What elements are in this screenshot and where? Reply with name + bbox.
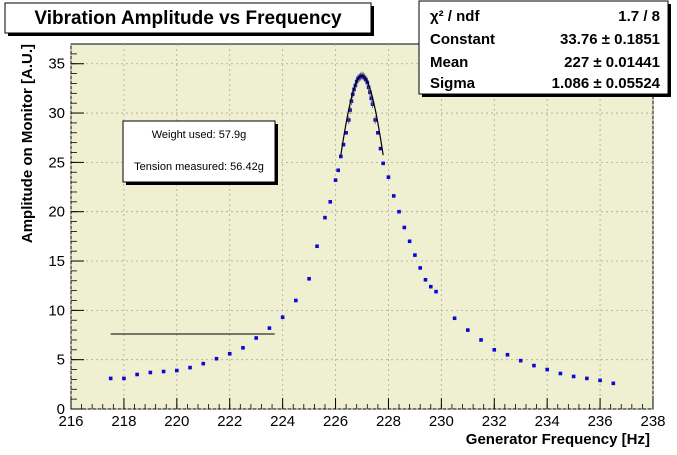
y-tick-label: 25 bbox=[48, 154, 65, 171]
stats-label-sigma: Sigma bbox=[430, 75, 476, 92]
data-point bbox=[108, 376, 113, 381]
stats-box: χ² / ndf 1.7 / 8 Constant 33.76 ± 0.1851… bbox=[418, 0, 671, 97]
data-point bbox=[344, 130, 348, 135]
x-tick-label: 238 bbox=[640, 413, 665, 430]
data-point bbox=[376, 130, 380, 135]
x-tick-label: 226 bbox=[323, 413, 348, 430]
data-point bbox=[505, 352, 510, 357]
x-tick-label: 228 bbox=[376, 413, 401, 430]
data-point bbox=[611, 381, 616, 386]
x-tick-label: 220 bbox=[164, 413, 189, 430]
annotation-tension: Tension measured: 56.42g bbox=[134, 161, 264, 173]
data-point bbox=[423, 277, 428, 282]
data-point bbox=[479, 338, 483, 342]
data-point bbox=[161, 369, 166, 374]
data-point bbox=[227, 351, 232, 356]
data-point bbox=[148, 370, 153, 375]
x-axis-label: Generator Frequency [Hz] bbox=[466, 431, 650, 448]
gaussian-fit-line bbox=[340, 75, 384, 156]
y-tick-label: 35 bbox=[48, 56, 65, 73]
stats-value-constant: 33.76 ± 0.1851 bbox=[560, 31, 660, 48]
data-point bbox=[397, 209, 401, 214]
data-point bbox=[122, 376, 126, 381]
stats-value-mean: 227 ± 0.01441 bbox=[564, 54, 660, 71]
y-tick-label: 20 bbox=[48, 204, 65, 221]
stats-value-chi2: 1.7 / 8 bbox=[618, 8, 660, 25]
data-point bbox=[391, 194, 396, 198]
x-tick-label: 222 bbox=[217, 413, 242, 430]
data-point bbox=[545, 367, 549, 372]
data-point bbox=[428, 284, 433, 289]
data-point bbox=[323, 215, 327, 220]
data-point bbox=[341, 142, 346, 147]
data-point bbox=[558, 371, 563, 376]
data-point bbox=[280, 315, 285, 320]
x-tick-label: 234 bbox=[535, 413, 560, 430]
data-point bbox=[294, 298, 298, 303]
data-point bbox=[241, 346, 245, 350]
data-point bbox=[315, 244, 319, 249]
data-point bbox=[413, 253, 417, 257]
data-point bbox=[466, 328, 470, 332]
axes: 216 218 220 222 224 226 228 230 232 234 236 238 0 5 10… bbox=[48, 43, 666, 430]
data-point bbox=[492, 348, 497, 352]
data-point bbox=[518, 358, 523, 363]
x-tick-label: 236 bbox=[588, 413, 613, 430]
data-point bbox=[135, 372, 139, 377]
data-point bbox=[585, 376, 589, 381]
stats-label-chi2: χ² / ndf bbox=[430, 8, 480, 25]
stats-value-sigma: 1.086 ± 0.05524 bbox=[552, 75, 661, 92]
data-point bbox=[254, 336, 258, 340]
data-point bbox=[418, 266, 422, 270]
data-point bbox=[407, 239, 412, 244]
title-box: Vibration Amplitude vs Frequency bbox=[4, 2, 374, 36]
stats-label-mean: Mean bbox=[430, 54, 468, 71]
y-tick-label: 10 bbox=[48, 302, 65, 319]
data-point bbox=[378, 146, 383, 151]
y-tick-label: 0 bbox=[57, 401, 65, 418]
y-tick-label: 15 bbox=[48, 253, 65, 270]
chart-title: Vibration Amplitude vs Frequency bbox=[34, 8, 342, 29]
grid bbox=[70, 44, 654, 410]
data-point bbox=[452, 316, 457, 321]
data-point bbox=[336, 168, 340, 173]
data-point bbox=[571, 374, 576, 379]
data-point bbox=[175, 368, 179, 373]
y-axis-label: Amplitude on Monitor [A.U.] bbox=[19, 44, 36, 243]
data-point bbox=[381, 161, 385, 166]
data-point bbox=[267, 326, 272, 330]
data-point bbox=[307, 276, 311, 281]
data-point bbox=[532, 363, 536, 368]
data-point bbox=[598, 378, 602, 383]
data-point bbox=[201, 361, 206, 366]
data-point bbox=[339, 154, 343, 159]
annotation-box: Weight used: 57.9g Tension measured: 56.… bbox=[122, 120, 278, 185]
data-point bbox=[402, 225, 407, 230]
data-point bbox=[188, 365, 192, 370]
stats-label-constant: Constant bbox=[430, 31, 495, 48]
data-point bbox=[214, 356, 219, 361]
x-tick-label: 232 bbox=[482, 413, 507, 430]
fit-curve bbox=[340, 75, 384, 156]
y-tick-label: 30 bbox=[48, 105, 65, 122]
data-point bbox=[386, 175, 391, 179]
annotation-weight: Weight used: 57.9g bbox=[152, 129, 247, 141]
plot-area bbox=[70, 43, 654, 410]
data-point bbox=[434, 289, 438, 294]
x-tick-label: 230 bbox=[429, 413, 454, 430]
data-point bbox=[333, 178, 338, 182]
x-tick-label: 224 bbox=[270, 413, 295, 430]
x-tick-label: 216 bbox=[58, 413, 83, 430]
x-tick-label: 218 bbox=[111, 413, 136, 430]
y-tick-label: 5 bbox=[57, 352, 65, 369]
data-point bbox=[328, 200, 333, 204]
